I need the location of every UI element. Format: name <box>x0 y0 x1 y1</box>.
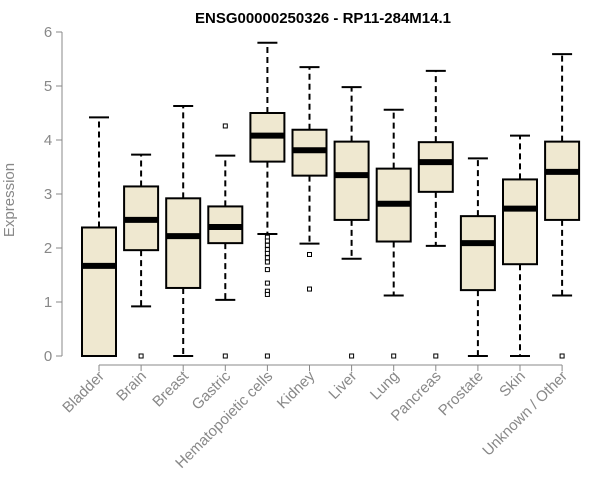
x-tick-label: Brain <box>113 368 150 405</box>
y-axis-label: Expression <box>1 163 18 237</box>
outlier-point <box>264 353 270 359</box>
x-tick-label: Lung <box>367 368 403 404</box>
box-brain <box>123 153 160 359</box>
outlier-point <box>138 353 144 359</box>
outlier-point <box>433 353 439 359</box>
x-tick-label: Skin <box>496 368 529 401</box>
box-skin <box>502 134 538 357</box>
x-tick-label: Liver <box>325 368 360 403</box>
x-tick-label: Kidney <box>274 367 319 412</box>
outlier-point <box>264 255 270 261</box>
box-prostate <box>459 157 496 357</box>
x-tick-label: Bladder <box>59 368 108 417</box>
x-tick-label: Prostate <box>435 368 487 420</box>
box-pancreas <box>417 69 454 359</box>
y-tick-label: 4 <box>44 132 52 149</box>
box-iqr <box>544 140 581 221</box>
outlier-point <box>264 242 270 248</box>
outlier-point <box>264 291 270 297</box>
outlier-point <box>264 250 270 256</box>
box-iqr <box>417 141 454 193</box>
box-iqr <box>81 226 117 357</box>
box-breast <box>165 104 202 357</box>
chart-title: ENSG00000250326 - RP11-284M14.1 <box>195 10 451 27</box>
y-axis: 0 1 2 3 4 5 6 <box>44 24 63 365</box>
box-iqr <box>333 140 370 221</box>
box-kidney <box>291 66 328 292</box>
outlier-point <box>264 238 270 244</box>
outlier-point <box>222 123 228 129</box>
box-iqr <box>459 215 496 292</box>
box-lung <box>375 108 412 359</box>
outlier-point <box>222 353 228 359</box>
box-unknown-other <box>544 53 581 359</box>
y-tick-label: 3 <box>44 186 52 203</box>
y-tick-label: 2 <box>44 240 52 257</box>
y-tick-label: 0 <box>44 348 52 365</box>
outlier-point <box>264 280 270 286</box>
box-iqr <box>165 197 202 289</box>
y-tick-label: 5 <box>44 78 52 95</box>
y-tick-label: 6 <box>44 24 52 41</box>
outlier-point <box>349 353 355 359</box>
outlier-point <box>307 251 312 257</box>
outlier-point <box>264 259 270 265</box>
y-tick-label: 1 <box>44 294 52 311</box>
box-bladder <box>81 116 117 357</box>
box-gastric <box>207 123 244 359</box>
outlier-point <box>391 353 397 359</box>
box-hematopoietic-cells <box>249 41 286 359</box>
outlier-point <box>307 286 312 292</box>
outlier-point <box>264 267 270 273</box>
box-liver <box>333 86 370 359</box>
box-iqr <box>502 178 538 266</box>
outlier-point <box>559 353 565 359</box>
x-tick-label: Breast <box>149 367 192 410</box>
boxes-group <box>81 41 581 359</box>
